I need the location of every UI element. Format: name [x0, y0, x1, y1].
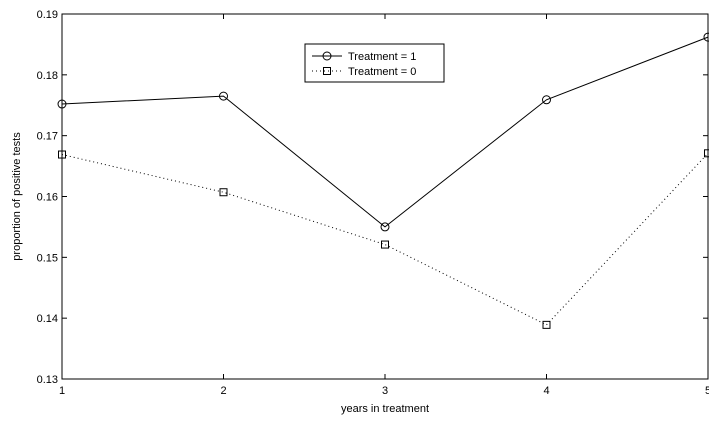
series-treatment-1: [57, 32, 709, 232]
series-layer: [57, 32, 709, 329]
x-tick-label: 4: [543, 385, 549, 397]
x-tick-label: 2: [220, 385, 226, 397]
y-tick-label: 0.19: [37, 9, 58, 21]
y-tick-label: 0.17: [37, 131, 58, 143]
y-tick-label: 0.14: [37, 313, 58, 325]
x-tick-label: 1: [59, 385, 65, 397]
data-point: [380, 222, 390, 232]
legend-entry: Treatment = 1: [312, 51, 416, 63]
data-point: [703, 32, 709, 42]
data-point: [57, 99, 67, 109]
legend: Treatment = 1 Treatment = 0: [304, 43, 445, 83]
data-point: [542, 95, 551, 105]
y-tick-label: 0.13: [37, 374, 58, 386]
legend-label: Treatment = 0: [348, 66, 416, 78]
series-treatment-0: [58, 149, 709, 329]
legend-marker: [323, 67, 331, 75]
y-tick-label: 0.15: [37, 252, 58, 264]
data-point: [704, 149, 709, 158]
y-tick-label: 0.18: [37, 70, 58, 82]
data-point: [542, 320, 551, 329]
y-axis-label: proportion of positive tests: [11, 132, 23, 261]
data-point: [219, 91, 228, 101]
legend-box: [304, 43, 445, 83]
data-point: [381, 240, 389, 249]
legend-marker: [322, 51, 332, 61]
x-tick-label: 3: [382, 385, 388, 397]
legend-label: Treatment = 1: [348, 51, 416, 63]
series-line: [61, 36, 709, 228]
ticks-layer: 1 2 3 4 5 0.13 0.14 0.15 0.16 0.17 0.18 0.19: [37, 9, 709, 397]
data-point: [219, 188, 228, 197]
x-axis-label: years in treatment: [341, 403, 429, 415]
legend-entry: Treatment = 0: [312, 66, 416, 78]
y-tick-label: 0.16: [37, 192, 58, 204]
data-point: [58, 150, 66, 159]
x-tick-label: 5: [705, 385, 709, 397]
